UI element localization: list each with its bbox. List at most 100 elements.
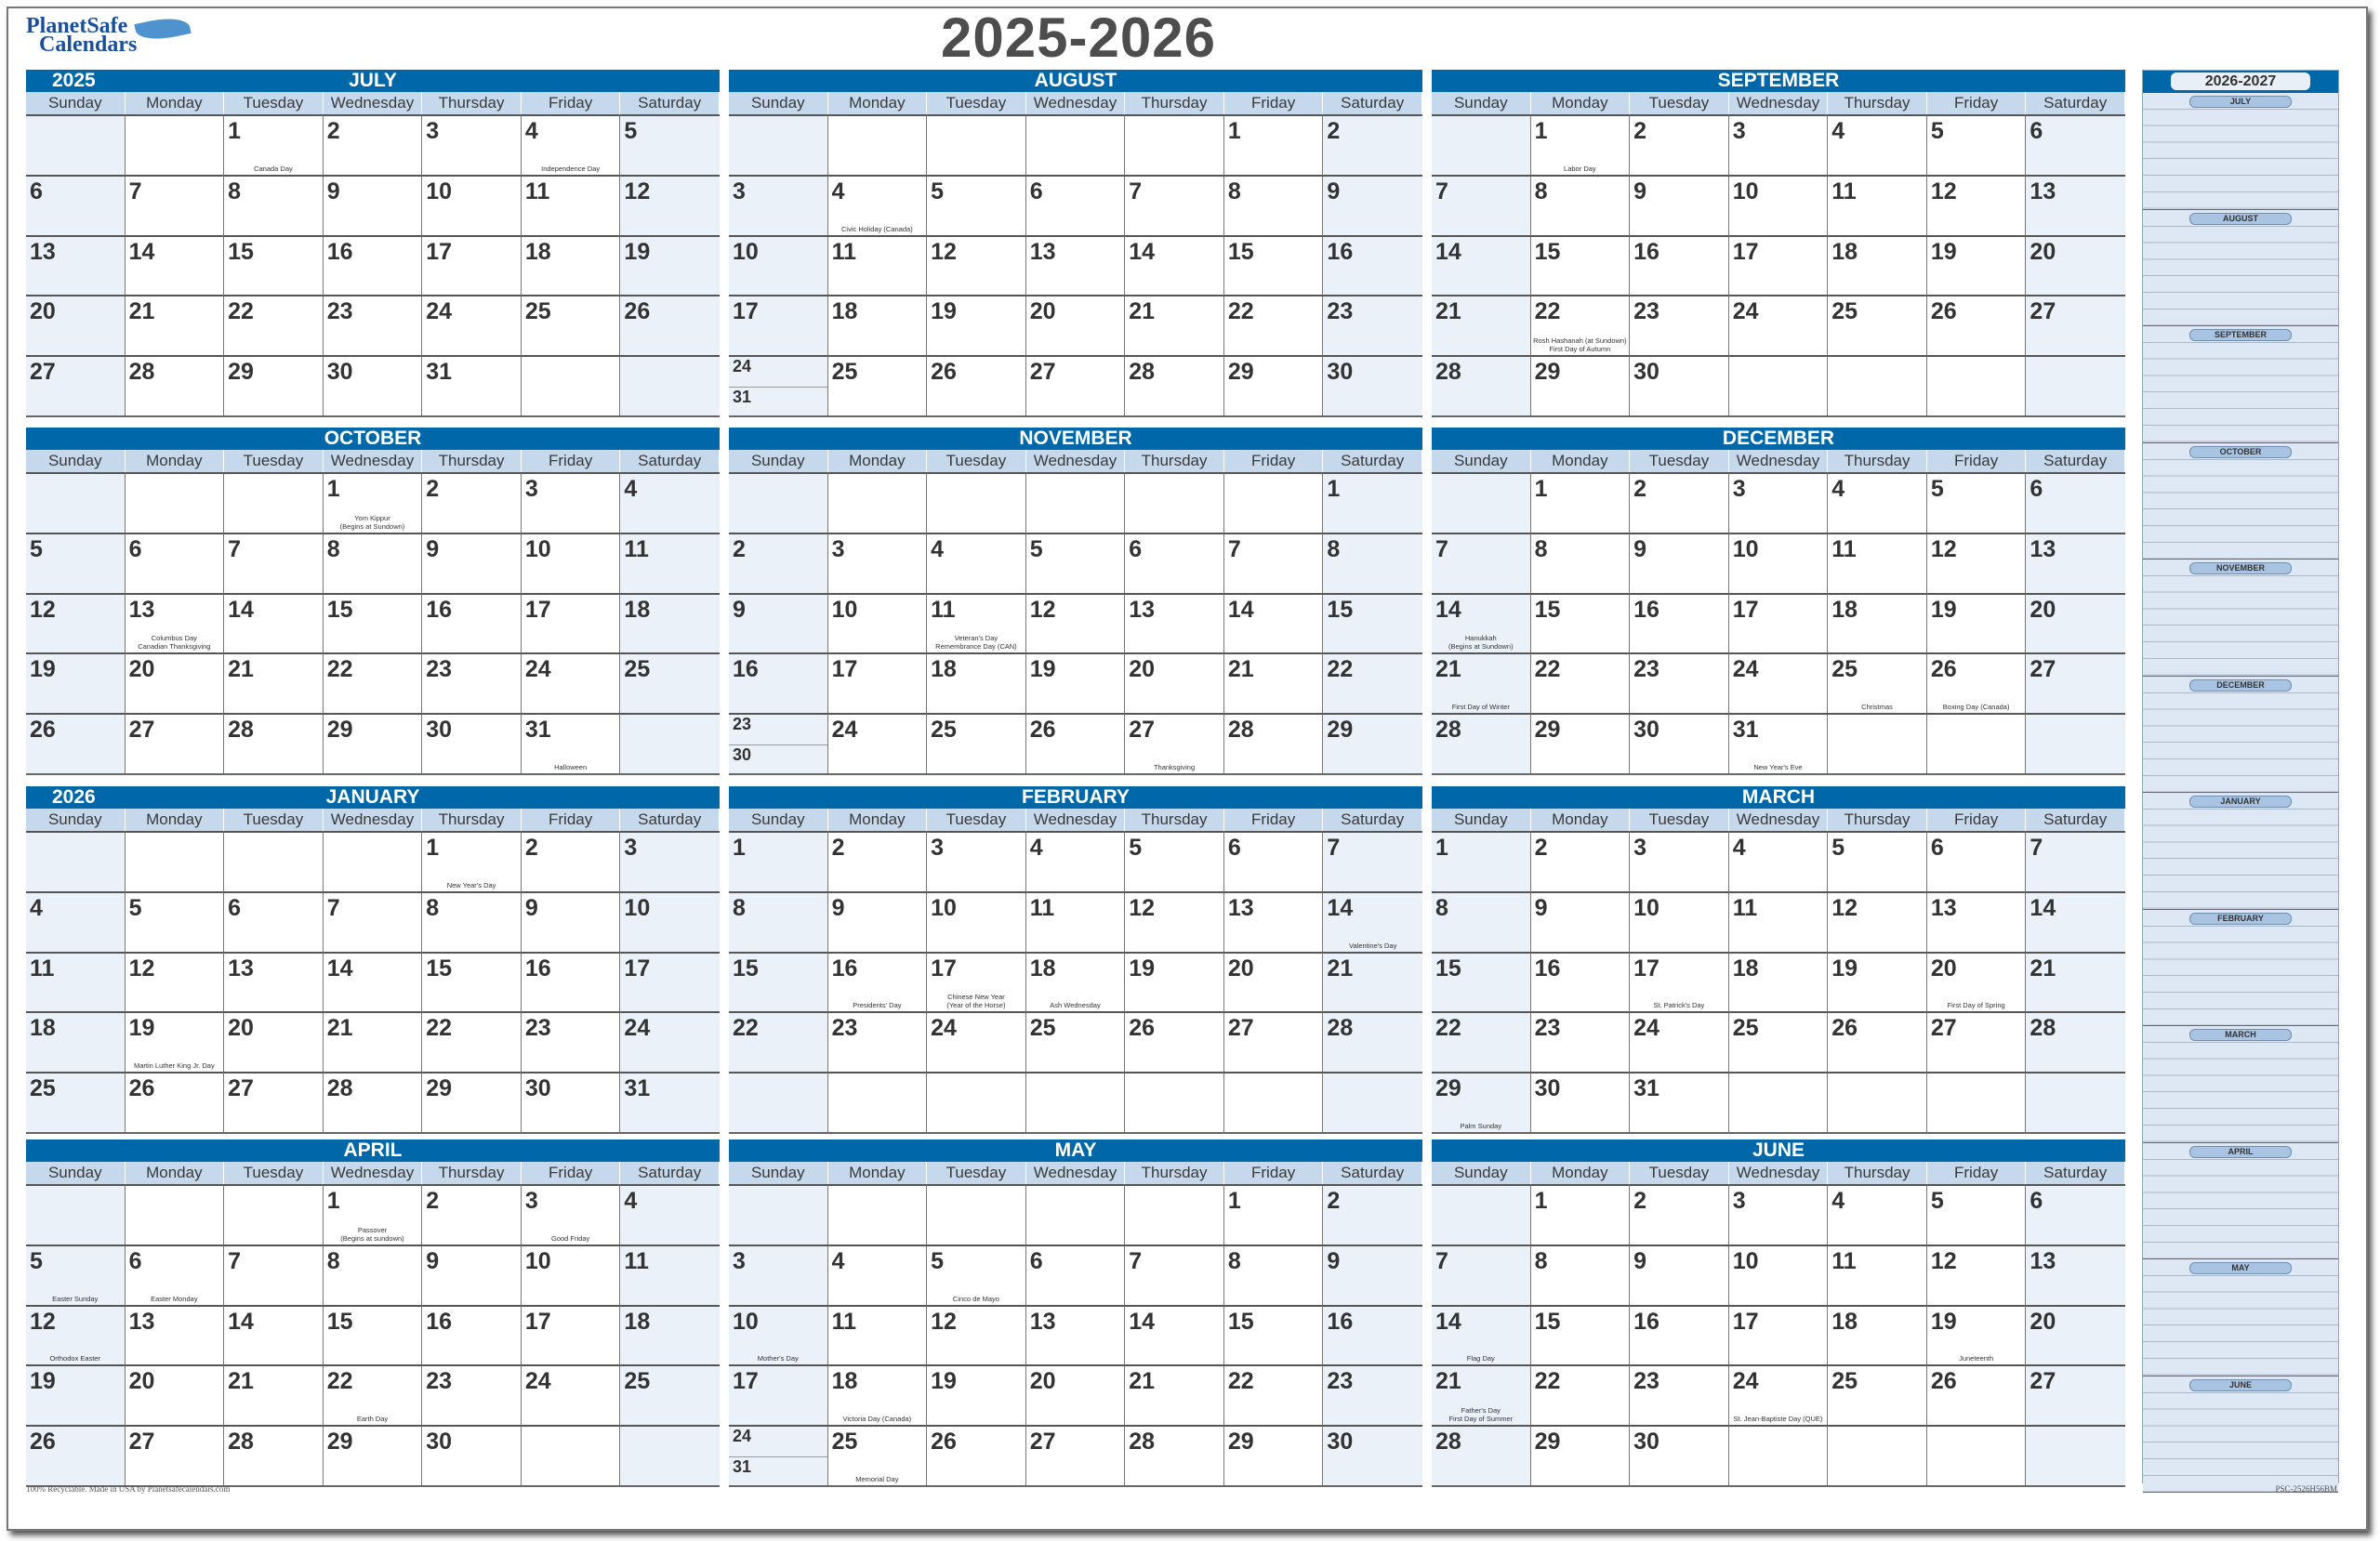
day-cell[interactable] <box>26 114 126 175</box>
day-cell[interactable]: 12 <box>125 951 225 1012</box>
day-cell[interactable]: 5 <box>125 890 225 952</box>
day-cell[interactable]: 11 <box>1828 174 1927 235</box>
day-cell[interactable]: 14 <box>125 234 225 296</box>
day-cell[interactable] <box>1926 1425 2027 1485</box>
day-cell[interactable] <box>1125 1184 1224 1245</box>
day-cell[interactable] <box>1828 713 1927 773</box>
day-cell[interactable]: 22 <box>224 295 324 356</box>
day-cell[interactable]: 10 <box>521 1244 621 1305</box>
day-cell[interactable]: 9 <box>422 1244 522 1305</box>
day-cell[interactable]: 1 New Year's Day <box>422 831 522 891</box>
day-cell[interactable]: 30 <box>323 355 423 415</box>
day-cell[interactable]: 18 <box>1728 951 1829 1012</box>
day-cell[interactable] <box>2026 355 2125 415</box>
day-cell[interactable]: 20 <box>2026 592 2125 653</box>
day-cell[interactable]: 20 <box>2026 234 2125 296</box>
day-cell[interactable]: 17 <box>1728 592 1829 653</box>
day-cell[interactable]: 27 <box>1926 1011 2027 1073</box>
day-cell[interactable]: 4 <box>26 890 126 952</box>
day-cell[interactable] <box>927 1184 1026 1245</box>
day-cell[interactable]: 23 <box>422 652 522 714</box>
day-cell[interactable] <box>729 472 828 533</box>
day-cell[interactable]: 30 <box>422 1425 522 1485</box>
day-cell[interactable]: 24 <box>927 1011 1026 1073</box>
day-cell[interactable] <box>620 355 720 415</box>
day-cell[interactable]: 5 Cinco de Mayo <box>927 1244 1026 1305</box>
day-cell[interactable]: 19 Martin Luther King Jr. Day <box>125 1011 225 1073</box>
day-cell[interactable]: 17 <box>1728 234 1829 296</box>
day-cell[interactable]: 10 <box>1630 890 1729 952</box>
day-cell[interactable]: 18 Victoria Day (Canada) <box>827 1364 928 1426</box>
day-cell[interactable]: 20 <box>2026 1304 2125 1365</box>
day-cell[interactable] <box>1223 1072 1324 1132</box>
day-cell[interactable]: 9 <box>422 532 522 593</box>
day-cell[interactable] <box>1323 1072 1422 1132</box>
day-cell[interactable] <box>125 114 225 175</box>
day-cell[interactable]: 12 <box>927 234 1026 296</box>
day-cell[interactable]: 3 <box>422 114 522 175</box>
day-cell[interactable]: 4 <box>620 1184 720 1245</box>
day-cell[interactable]: 28 <box>323 1072 423 1132</box>
day-cell[interactable] <box>521 355 621 415</box>
day-cell[interactable]: 30 <box>1530 1072 1631 1132</box>
day-cell[interactable]: 12 <box>927 1304 1026 1365</box>
day-cell[interactable]: 19 <box>26 1364 126 1426</box>
day-cell[interactable]: 13 Columbus Day Canadian Thanksgiving <box>125 592 225 653</box>
day-cell[interactable]: 26 <box>1926 1364 2027 1426</box>
day-cell[interactable]: 7 <box>1432 532 1531 593</box>
day-cell[interactable]: 11 <box>26 951 126 1012</box>
day-cell[interactable]: 3 <box>521 472 621 533</box>
day-cell[interactable]: 26 <box>1125 1011 1224 1073</box>
day-cell[interactable] <box>2026 713 2125 773</box>
day-cell[interactable]: 14 Hanukkah (Begins at Sundown) <box>1432 592 1531 653</box>
day-cell[interactable] <box>1432 472 1531 533</box>
day-cell[interactable]: 14 <box>2026 890 2125 952</box>
day-cell[interactable]: 24 31 <box>729 355 828 415</box>
day-cell[interactable]: 18 <box>620 592 720 653</box>
day-cell[interactable]: 25 Christmas <box>1828 652 1927 714</box>
day-cell[interactable]: 15 <box>1223 1304 1324 1365</box>
day-cell[interactable]: 21 <box>1323 951 1422 1012</box>
day-cell[interactable]: 13 <box>1926 890 2027 952</box>
day-cell[interactable]: 8 <box>422 890 522 952</box>
day-cell[interactable]: 29 <box>1530 713 1631 773</box>
day-cell[interactable]: 31 <box>1630 1072 1729 1132</box>
day-cell[interactable]: 16 <box>1323 1304 1422 1365</box>
day-cell[interactable]: 24 <box>1630 1011 1729 1073</box>
day-cell[interactable] <box>1125 1072 1224 1132</box>
day-cell[interactable]: 13 <box>26 234 126 296</box>
day-cell[interactable]: 24 <box>521 1364 621 1426</box>
day-cell[interactable]: 12 <box>1828 890 1927 952</box>
day-cell[interactable]: 7 <box>2026 831 2125 891</box>
day-cell[interactable]: 15 <box>224 234 324 296</box>
day-cell[interactable]: 1 Passover (Begins at sundown) <box>323 1184 423 1245</box>
day-cell[interactable]: 26 <box>1828 1011 1927 1073</box>
day-cell[interactable]: 22 <box>1530 652 1631 714</box>
day-cell[interactable]: 21 <box>1125 1364 1224 1426</box>
day-cell[interactable]: 26 <box>927 1425 1026 1485</box>
day-cell[interactable]: 25 <box>1828 1364 1927 1426</box>
day-cell[interactable]: 29 <box>224 355 324 415</box>
day-cell[interactable]: 1 <box>1323 472 1422 533</box>
day-cell[interactable] <box>521 1425 621 1485</box>
day-cell[interactable]: 12 <box>1926 174 2027 235</box>
day-cell[interactable] <box>827 472 928 533</box>
day-cell[interactable]: 13 <box>2026 174 2125 235</box>
day-cell[interactable]: 9 <box>1323 174 1422 235</box>
day-cell[interactable]: 20 <box>125 652 225 714</box>
day-cell[interactable]: 13 <box>1125 592 1224 653</box>
day-cell[interactable]: 18 <box>1828 234 1927 296</box>
day-cell[interactable]: 17 <box>620 951 720 1012</box>
day-cell[interactable]: 27 <box>2026 295 2125 356</box>
day-cell[interactable] <box>224 472 324 533</box>
day-cell[interactable]: 2 <box>1323 1184 1422 1245</box>
day-cell[interactable]: 15 <box>323 592 423 653</box>
day-cell[interactable]: 11 <box>1828 532 1927 593</box>
day-cell[interactable]: 7 <box>125 174 225 235</box>
day-cell[interactable]: 17 St. Patrick's Day <box>1630 951 1729 1012</box>
day-cell[interactable]: 11 <box>827 234 928 296</box>
day-cell[interactable] <box>1926 1072 2027 1132</box>
day-cell[interactable]: 23 <box>1323 295 1422 356</box>
day-cell[interactable]: 6 <box>2026 472 2125 533</box>
day-cell[interactable] <box>729 114 828 175</box>
